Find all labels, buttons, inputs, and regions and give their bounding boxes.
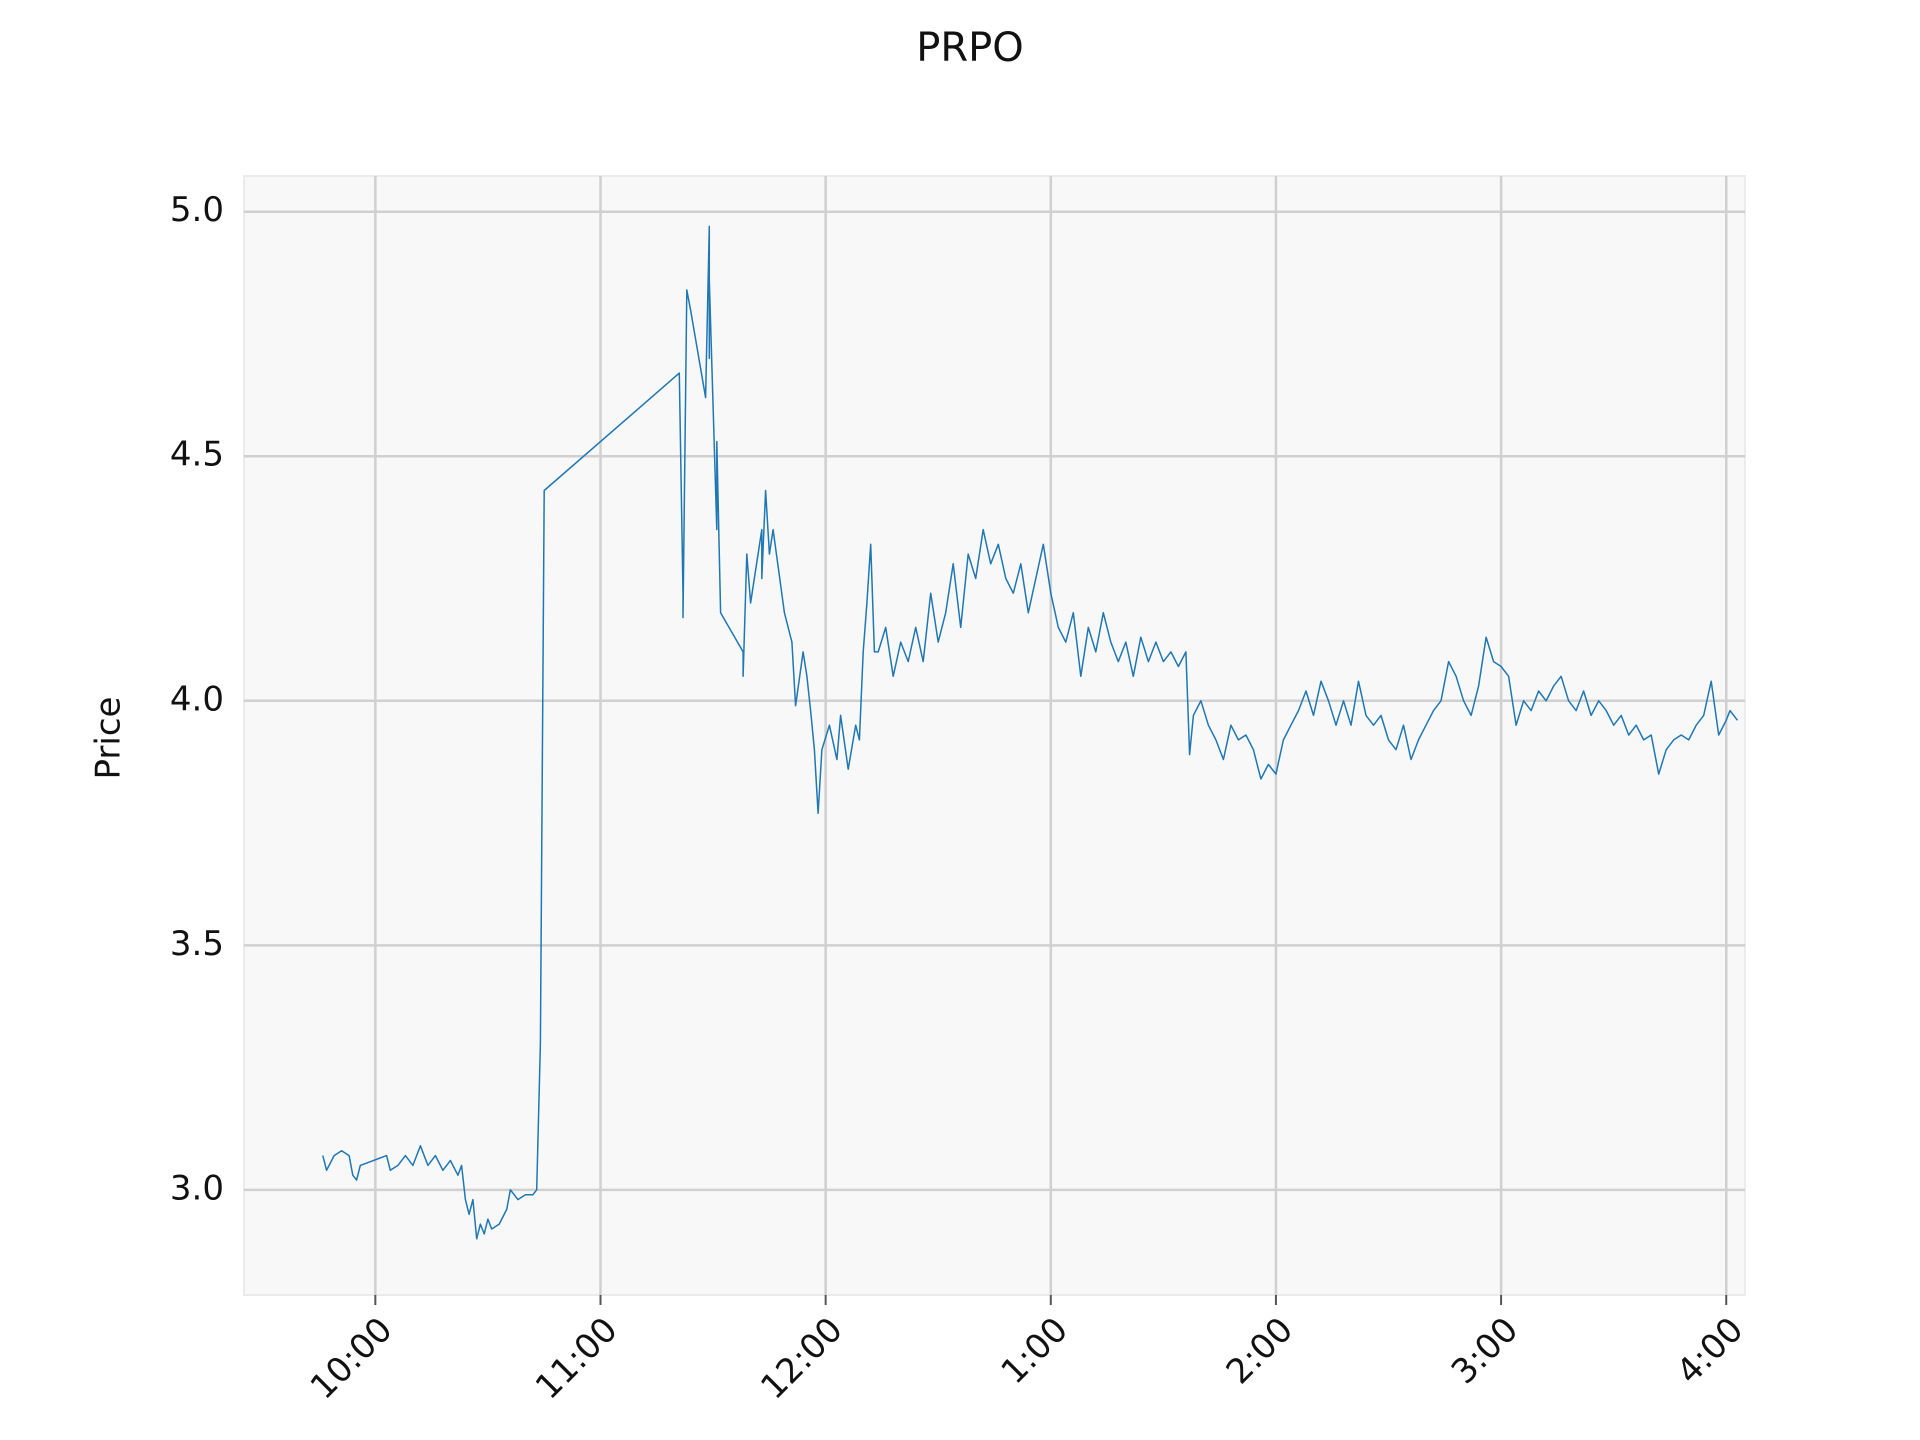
y-tick-label: 4.0 — [170, 679, 224, 719]
x-tick-label: 1:00 — [994, 1310, 1076, 1392]
x-tick-label: 11:00 — [528, 1310, 626, 1408]
x-tick-label: 3:00 — [1444, 1310, 1526, 1392]
price-line — [322, 225, 1739, 1240]
chart-title: PRPO — [916, 25, 1024, 71]
y-tick-label: 3.5 — [170, 924, 224, 964]
plot-area — [243, 175, 1746, 1296]
x-tick-label: 12:00 — [753, 1310, 851, 1408]
y-axis-label: Price — [89, 697, 129, 780]
y-tick-label: 5.0 — [170, 190, 224, 230]
x-tick-label: 2:00 — [1219, 1310, 1301, 1392]
y-tick-label: 3.0 — [170, 1168, 224, 1208]
x-tick-label: 4:00 — [1669, 1310, 1751, 1392]
x-tick-label: 10:00 — [303, 1310, 401, 1408]
y-tick-label: 4.5 — [170, 435, 224, 475]
